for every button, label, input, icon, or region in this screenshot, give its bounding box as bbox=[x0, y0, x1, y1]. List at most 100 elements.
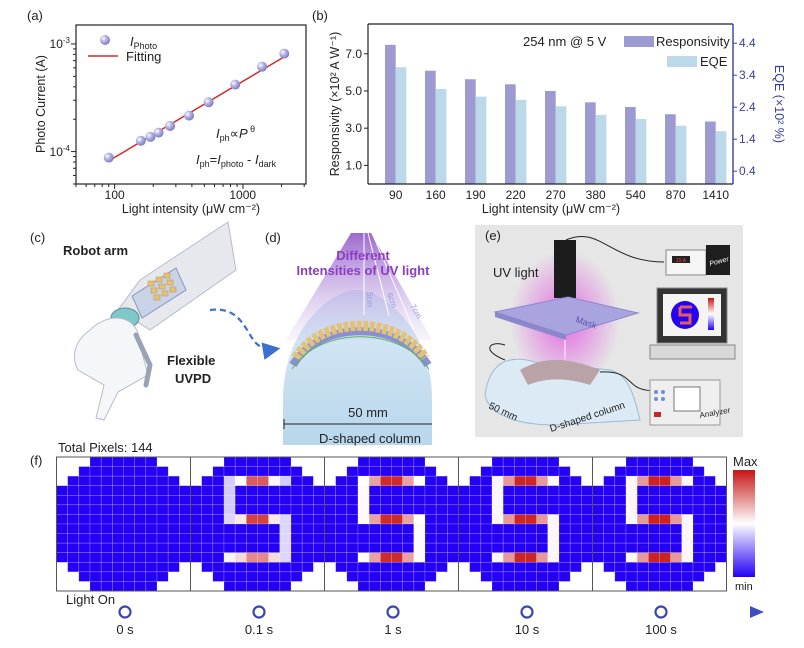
heatmap-pixel bbox=[223, 552, 236, 563]
heatmap-pixel bbox=[592, 485, 604, 496]
heatmap-pixel bbox=[592, 542, 604, 554]
heatmap-pixel bbox=[424, 514, 437, 525]
heatmap-pixel bbox=[89, 466, 102, 477]
heatmap-pixel bbox=[514, 581, 526, 592]
heatmap-pixel bbox=[368, 494, 381, 506]
heatmap-pixel bbox=[402, 571, 415, 582]
heatmap-frame bbox=[592, 456, 727, 592]
heatmap-pixel bbox=[67, 523, 80, 534]
heatmap-pixel bbox=[145, 485, 158, 496]
heatmap-pixel bbox=[89, 485, 102, 496]
heatmap-pixel bbox=[268, 561, 281, 573]
heatmap-pixel bbox=[636, 533, 649, 544]
heatmap-pixel bbox=[391, 571, 403, 582]
heatmap-pixel bbox=[156, 571, 169, 582]
heatmap-pixel bbox=[614, 494, 627, 506]
heatmap-pixel bbox=[67, 552, 80, 563]
heatmap-pixel bbox=[268, 542, 281, 554]
heatmap-pixel bbox=[391, 494, 403, 506]
heatmap-pixel bbox=[301, 485, 314, 496]
heatmap-pixel bbox=[581, 494, 593, 506]
heatmap-pixel bbox=[558, 475, 571, 487]
heatmap-pixel bbox=[659, 581, 671, 592]
heatmap-pixel bbox=[469, 561, 482, 573]
heatmap-pixel bbox=[692, 561, 705, 573]
heatmap-pixel bbox=[558, 561, 571, 573]
heatmap-pixel bbox=[246, 504, 258, 515]
bar-responsivity bbox=[585, 102, 596, 184]
heatmap-pixel bbox=[648, 552, 660, 563]
heatmap-pixel bbox=[514, 494, 526, 506]
heatmap-pixel bbox=[625, 485, 638, 496]
heatmap-pixel bbox=[290, 504, 303, 515]
heatmap-pixel bbox=[614, 504, 627, 515]
heatmap-pixel bbox=[491, 514, 504, 525]
heatmap-pixel bbox=[56, 494, 68, 506]
heatmap-pixel bbox=[368, 485, 381, 496]
heatmap-pixel bbox=[145, 456, 158, 467]
heatmap-pixel bbox=[603, 504, 616, 515]
heatmap-pixel bbox=[100, 485, 113, 496]
heatmap-pixel bbox=[514, 542, 526, 554]
heatmap-pixel bbox=[413, 561, 426, 573]
heatmap-pixel bbox=[469, 485, 482, 496]
heatmap-pixel bbox=[223, 504, 236, 515]
heatmap-pixel bbox=[78, 514, 91, 525]
heatmap-pixel bbox=[692, 504, 705, 515]
heatmap-pixel bbox=[112, 523, 124, 534]
legend-swatch-responsivity bbox=[624, 36, 654, 47]
heatmap-pixel bbox=[402, 475, 415, 487]
heatmap-pixel bbox=[212, 494, 225, 506]
heatmap-pixel bbox=[313, 514, 325, 525]
timeline-time-label: 0 s bbox=[116, 622, 134, 637]
heatmap-pixel bbox=[89, 552, 102, 563]
heatmap-pixel bbox=[603, 475, 616, 487]
legend-label-eqe: EQE bbox=[700, 54, 728, 69]
heatmap-pixel bbox=[167, 514, 180, 525]
heatmap-pixel bbox=[268, 581, 281, 592]
heatmap-pixel bbox=[447, 552, 459, 563]
heatmap-pixel bbox=[614, 485, 627, 496]
heatmap-frame bbox=[324, 456, 459, 592]
heatmap-pixel bbox=[268, 523, 281, 534]
data-point-photo bbox=[135, 135, 146, 146]
heatmap-pixel bbox=[223, 475, 236, 487]
heatmap-pixel bbox=[670, 494, 683, 506]
heatmap-frame bbox=[458, 456, 593, 592]
heatmap-pixel bbox=[569, 552, 582, 563]
bar-eqe bbox=[595, 114, 607, 184]
heatmap-pixel bbox=[502, 494, 515, 506]
heatmap-pixel bbox=[558, 533, 571, 544]
heatmap-pixel bbox=[268, 494, 281, 506]
heatmap-pixel bbox=[547, 523, 560, 534]
heatmap-pixel bbox=[435, 475, 448, 487]
heatmap-pixel bbox=[380, 514, 392, 525]
heatmap-pixel bbox=[234, 552, 247, 563]
heatmap-pixel bbox=[648, 514, 660, 525]
heatmap-pixel bbox=[112, 542, 124, 554]
heatmap-pixel bbox=[703, 523, 716, 534]
heatmap-pixel bbox=[625, 466, 638, 477]
heatmap-pixel bbox=[368, 456, 381, 467]
heatmap-pixel bbox=[89, 514, 102, 525]
heatmap-pixel bbox=[581, 523, 593, 534]
x-axis-label-a: Light intensity (μW cm⁻²) bbox=[122, 202, 260, 216]
heatmap-pixel bbox=[681, 571, 694, 582]
heatmap-pixel bbox=[268, 456, 281, 467]
heatmap-pixel bbox=[156, 494, 169, 506]
heatmap-pixel bbox=[469, 542, 482, 554]
heatmap-pixel bbox=[301, 504, 314, 515]
heatmap-pixel bbox=[67, 533, 80, 544]
heatmap-pixel bbox=[368, 533, 381, 544]
heatmap-pixel bbox=[357, 581, 370, 592]
panel-e-measurement-setup: (e) UV light Mask 50 mm D-shaped column … bbox=[475, 225, 743, 437]
heatmap-pixel bbox=[123, 514, 135, 525]
heatmap-pixel bbox=[223, 571, 236, 582]
heatmap-pixel bbox=[357, 514, 370, 525]
heatmap-pixel bbox=[569, 542, 582, 554]
x-tick-label-1000: 1000 bbox=[229, 188, 256, 202]
heatmap-pixel bbox=[480, 494, 493, 506]
heatmap-pixel bbox=[368, 561, 381, 573]
heatmap-pixel bbox=[257, 485, 269, 496]
heatmap-pixel bbox=[480, 504, 493, 515]
